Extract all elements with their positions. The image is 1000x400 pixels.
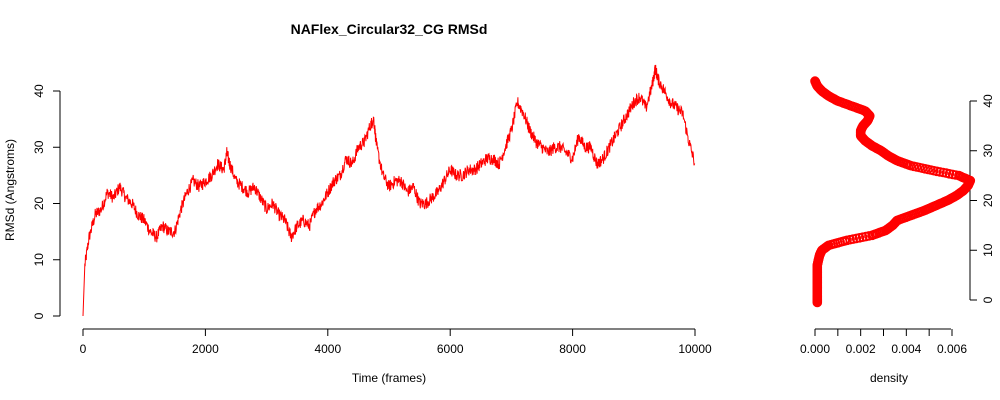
x-tick-label: 4000 <box>314 342 341 356</box>
density-x-tick-label: 0.004 <box>891 342 921 356</box>
y-tick-label: 40 <box>32 84 46 98</box>
density-y-tick-label: 20 <box>981 194 995 208</box>
density-x-tick-label: 0.006 <box>937 342 967 356</box>
density-x-axis-ticks: 0.000 0.002 0.004 0.006 <box>800 329 967 356</box>
density-x-tick-label: 0.002 <box>846 342 876 356</box>
density-points <box>810 76 976 308</box>
series-group <box>82 64 696 317</box>
density-plot: density 0.000 0.002 0.004 0.006 0 10 20 30 40 <box>800 76 995 385</box>
y-tick-label: 30 <box>32 140 46 154</box>
density-x-axis-title: density <box>870 371 908 385</box>
density-y-axis-ticks: 0 10 20 30 40 <box>970 94 995 303</box>
chart-title: NAFlex_Circular32_CG RMSd <box>291 21 488 37</box>
x-tick-label: 8000 <box>559 342 586 356</box>
y-axis-title: RMSd (Angstroms) <box>3 139 17 241</box>
y-tick-label: 20 <box>32 197 46 211</box>
density-x-tick-label: 0.000 <box>800 342 830 356</box>
rmsd-series-line <box>82 64 696 317</box>
rmsd-time-plot: NAFlex_Circular32_CG RMSd Time (frames) … <box>3 21 712 385</box>
density-y-tick-label: 10 <box>981 243 995 257</box>
x-tick-label: 2000 <box>192 342 219 356</box>
density-y-tick-label: 40 <box>981 94 995 108</box>
x-axis-ticks: 0 2000 4000 6000 8000 10000 <box>80 329 712 356</box>
density-y-tick-label: 0 <box>981 296 995 303</box>
density-point <box>810 76 820 86</box>
x-tick-label: 0 <box>80 342 87 356</box>
x-tick-label: 10000 <box>678 342 712 356</box>
x-tick-label: 6000 <box>437 342 464 356</box>
y-tick-label: 0 <box>32 312 46 319</box>
y-tick-label: 10 <box>32 253 46 267</box>
x-axis-title: Time (frames) <box>352 371 426 385</box>
density-y-tick-label: 30 <box>981 144 995 158</box>
y-axis-ticks: 0 10 20 30 40 <box>32 84 60 319</box>
